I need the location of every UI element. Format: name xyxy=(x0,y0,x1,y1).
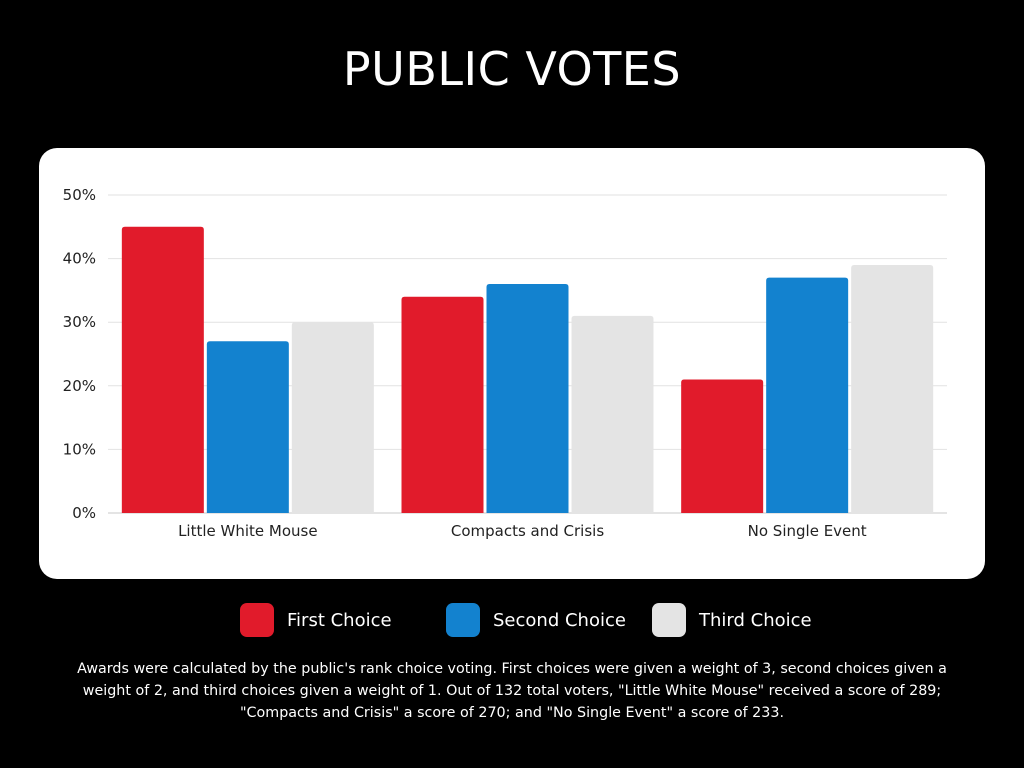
legend-swatch-first-choice xyxy=(240,603,274,637)
legend-swatch-third-choice xyxy=(652,603,686,637)
x-tick-label: No Single Event xyxy=(748,522,867,540)
x-tick-label: Compacts and Crisis xyxy=(451,522,604,540)
y-tick-label: 10% xyxy=(63,440,96,458)
chart-title: PUBLIC VOTES xyxy=(342,42,682,96)
y-tick-label: 40% xyxy=(63,250,96,268)
bar xyxy=(766,277,849,513)
bar xyxy=(401,296,484,513)
bar xyxy=(291,322,374,513)
legend-item-first-choice: First Choice xyxy=(240,603,392,637)
y-tick-label: 50% xyxy=(63,186,96,204)
y-tick-label: 0% xyxy=(72,504,96,522)
x-tick-label: Little White Mouse xyxy=(178,522,318,540)
bar xyxy=(851,264,934,513)
footnote: Awards were calculated by the public's r… xyxy=(77,661,947,721)
legend-label-second-choice: Second Choice xyxy=(493,609,626,631)
bar xyxy=(486,284,569,513)
bar xyxy=(571,315,654,513)
bar xyxy=(121,226,204,514)
legend: First Choice Second Choice Third Choice xyxy=(0,603,1024,637)
chart-card: 0% 10% 20% 30% 40% 50% Little White Mouse Compa… xyxy=(39,148,985,579)
bar-chart: 0% 10% 20% 30% 40% 50% Little White Mouse Compa… xyxy=(63,186,947,540)
legend-item-second-choice: Second Choice xyxy=(446,603,626,637)
legend-label-first-choice: First Choice xyxy=(287,609,392,631)
legend-label-third-choice: Third Choice xyxy=(699,609,812,631)
y-tick-label: 30% xyxy=(63,313,96,331)
bar xyxy=(206,341,289,513)
legend-item-third-choice: Third Choice xyxy=(652,603,812,637)
legend-swatch-second-choice xyxy=(446,603,480,637)
bar xyxy=(681,379,764,513)
y-tick-label: 20% xyxy=(63,377,96,395)
